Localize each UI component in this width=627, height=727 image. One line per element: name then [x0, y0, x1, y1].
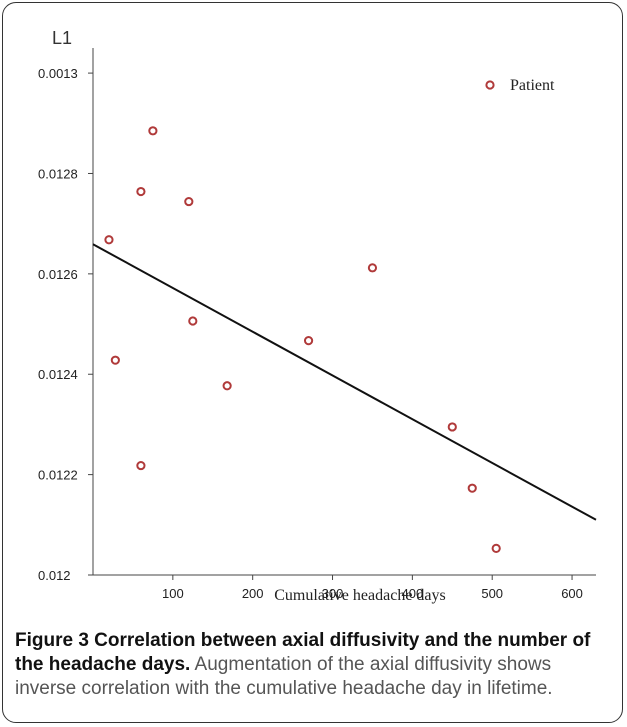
- legend: Patient: [485, 77, 555, 94]
- data-point: [447, 422, 457, 432]
- data-points: [104, 126, 501, 553]
- caption-bold: Figure 3 Correlation between axial diffu…: [15, 630, 591, 675]
- data-point: [367, 263, 378, 273]
- y-axis-ticks: 0.012 0.0122 0.0124 0.0126 0.0128 0.0013: [38, 66, 93, 583]
- data-point: [136, 460, 146, 471]
- y-tick-label: 0.0013: [38, 66, 78, 81]
- x-tick-label: 200: [242, 586, 264, 601]
- x-tick-label: 100: [162, 586, 184, 601]
- x-axis-ticks: 100 200 300 400 500 600: [162, 575, 583, 601]
- y-tick-label: 0.0128: [38, 166, 78, 181]
- x-tick-label: 600: [561, 586, 583, 601]
- y-tick-label: 0.0126: [38, 267, 78, 282]
- data-point: [104, 235, 114, 245]
- figure-caption: Figure 3 Correlation between axial diffu…: [15, 629, 615, 701]
- legend-marker: [485, 80, 495, 90]
- x-axis-label: Cumulative headache days: [274, 587, 446, 604]
- data-point: [110, 355, 120, 365]
- data-point: [188, 316, 198, 326]
- data-point: [467, 483, 477, 493]
- x-tick-label: 500: [481, 586, 503, 601]
- x-tick-label: 400: [402, 586, 424, 601]
- caption-text: Augmentation of the axial diffusivity sh…: [15, 654, 553, 699]
- y-tick-label: 0.0122: [38, 468, 78, 483]
- data-point: [184, 196, 194, 207]
- data-point: [148, 126, 158, 136]
- trendline: [92, 243, 597, 521]
- y-tick-label: 0.0124: [38, 367, 78, 382]
- axes: [92, 48, 596, 576]
- trendline-segment: [92, 243, 597, 521]
- data-point: [136, 186, 146, 197]
- scatter-chart: L1 0.012 0.0122 0.0124 0.0126 0.0128 0.0013 1…: [38, 28, 597, 604]
- data-point: [491, 543, 501, 553]
- data-point: [222, 381, 232, 391]
- legend-label: Patient: [510, 77, 555, 94]
- y-tick-label: 0.012: [38, 568, 71, 583]
- x-tick-label: 300: [322, 586, 344, 601]
- data-point: [303, 336, 314, 346]
- chart-title: L1: [52, 28, 72, 48]
